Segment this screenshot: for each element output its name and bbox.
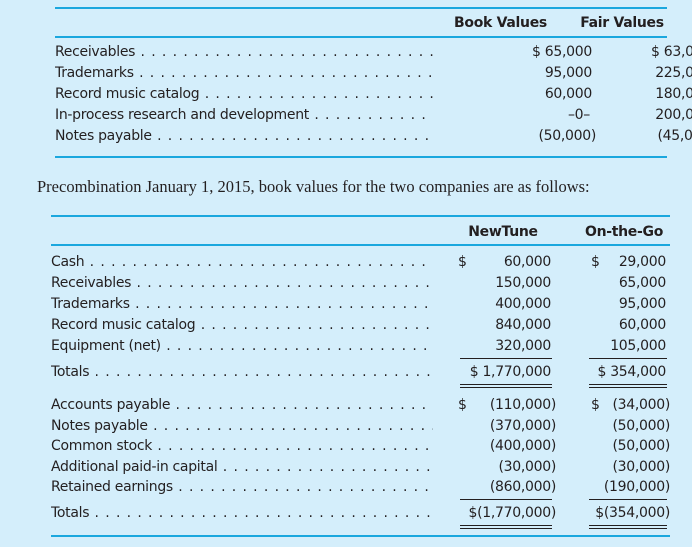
row-label: Notes payable	[51, 416, 433, 437]
onthego-value: 65,000	[618, 275, 666, 291]
header-bottom-rule	[51, 244, 670, 246]
header-bottom-rule	[55, 36, 667, 38]
column-header-fair-values: Fair Values	[580, 15, 664, 31]
newtune-total-double-underline-2	[460, 528, 552, 529]
book-value: 60,000	[544, 86, 592, 102]
row-label: Trademarks	[55, 63, 433, 84]
newtune-total-double-underline-2	[460, 387, 552, 388]
onthego-total-double-underline-2	[589, 387, 667, 388]
onthego-value: 60,000	[618, 317, 666, 333]
newtune-total: $ 1,770,000	[469, 364, 552, 380]
table-row: Receivables $ 65,000 $ 63,000	[55, 42, 692, 63]
table-top-rule	[55, 7, 667, 9]
table-row: Common stock (400,000) (50,000)	[51, 436, 670, 457]
onthego-value: 95,000	[618, 296, 666, 312]
table-row: In-process research and development –0– …	[55, 105, 692, 126]
table-row: Additional paid-in capital (30,000) (30,…	[51, 457, 670, 478]
onthego-value: (190,000)	[603, 479, 670, 495]
row-label: Receivables	[55, 42, 433, 63]
onthego-subtotal-underline	[589, 358, 667, 359]
table-bottom-rule	[51, 535, 670, 537]
row-label: Trademarks	[51, 294, 433, 315]
fair-value: (45,000)	[657, 128, 692, 144]
column-header-on-the-go: On-the-Go	[584, 224, 664, 240]
onthego-total-double-underline-2	[589, 528, 667, 529]
newtune-dollar-sign: $	[458, 254, 467, 270]
table-row: Notes payable (50,000) (45,000)	[55, 126, 692, 147]
newtune-value: (370,000)	[489, 418, 556, 434]
totals-row: Totals $ 1,770,000 $ 354,000	[51, 362, 670, 383]
newtune-subtotal-underline	[460, 499, 552, 500]
fair-value: 225,000	[655, 65, 692, 81]
book-value: 95,000	[544, 65, 592, 81]
table-row: Equipment (net) 320,000 105,000	[51, 336, 670, 357]
table-row: Retained earnings (860,000) (190,000)	[51, 477, 670, 498]
newtune-total-double-underline	[460, 384, 552, 385]
row-label: Additional paid-in capital	[51, 457, 433, 478]
onthego-dollar-sign: $	[591, 397, 600, 413]
table-row: Trademarks 95,000 225,000	[55, 63, 692, 84]
onthego-subtotal-underline	[589, 499, 667, 500]
onthego-dollar-sign: $	[591, 254, 600, 270]
row-label: Accounts payable	[51, 395, 433, 416]
table-top-rule	[51, 215, 670, 217]
row-label: Totals	[51, 362, 433, 383]
onthego-value: 105,000	[610, 338, 666, 354]
onthego-total: $ 354,000	[597, 364, 666, 380]
newtune-dollar-sign: $	[458, 397, 467, 413]
onthego-value: (50,000)	[612, 438, 670, 454]
table-row: Accounts payable $ (110,000) $ (34,000)	[51, 395, 670, 416]
onthego-value: 29,000	[618, 254, 666, 270]
table-row: Record music catalog 840,000 60,000	[51, 315, 670, 336]
book-value: –0–	[567, 107, 590, 123]
newtune-value: (30,000)	[498, 459, 556, 475]
row-label: Receivables	[51, 273, 433, 294]
newtune-value: (110,000)	[489, 397, 556, 413]
onthego-value: (30,000)	[612, 459, 670, 475]
table-bottom-rule	[55, 156, 667, 158]
book-value: $ 65,000	[532, 44, 592, 60]
onthego-total-double-underline	[589, 525, 667, 526]
row-label: In-process research and development	[55, 105, 433, 126]
onthego-total: $(354,000)	[595, 505, 670, 521]
fair-value: 180,000	[655, 86, 692, 102]
newtune-value: (400,000)	[489, 438, 556, 454]
intro-paragraph: Precombination January 1, 2015, book val…	[37, 177, 590, 196]
onthego-value: (50,000)	[612, 418, 670, 434]
row-label: Equipment (net)	[51, 336, 433, 357]
table-row: Trademarks 400,000 95,000	[51, 294, 670, 315]
row-label: Retained earnings	[51, 477, 433, 498]
onthego-total-double-underline	[589, 384, 667, 385]
column-header-newtune: NewTune	[468, 224, 538, 240]
row-label: Totals	[51, 503, 433, 524]
row-label: Cash	[51, 252, 433, 273]
column-header-book-values: Book Values	[454, 15, 547, 31]
newtune-value: 320,000	[495, 338, 551, 354]
newtune-total: $(1,770,000)	[468, 505, 557, 521]
table-row: Receivables 150,000 65,000	[51, 273, 670, 294]
row-label: Record music catalog	[51, 315, 433, 336]
table-row: Record music catalog 60,000 180,000	[55, 84, 692, 105]
fair-value: 200,000	[655, 107, 692, 123]
row-label: Notes payable	[55, 126, 433, 147]
newtune-value: 60,000	[503, 254, 551, 270]
totals-row: Totals $(1,770,000) $(354,000)	[51, 503, 670, 524]
fair-value: $ 63,000	[651, 44, 692, 60]
newtune-value: (860,000)	[489, 479, 556, 495]
newtune-subtotal-underline	[460, 358, 552, 359]
row-label: Record music catalog	[55, 84, 433, 105]
newtune-value: 150,000	[495, 275, 551, 291]
onthego-value: (34,000)	[612, 397, 670, 413]
table-row: Cash $ 60,000 $ 29,000	[51, 252, 670, 273]
table-row: Notes payable (370,000) (50,000)	[51, 416, 670, 437]
row-label: Common stock	[51, 436, 433, 457]
newtune-value: 840,000	[495, 317, 551, 333]
book-value: (50,000)	[538, 128, 596, 144]
newtune-total-double-underline	[460, 525, 552, 526]
newtune-value: 400,000	[495, 296, 551, 312]
